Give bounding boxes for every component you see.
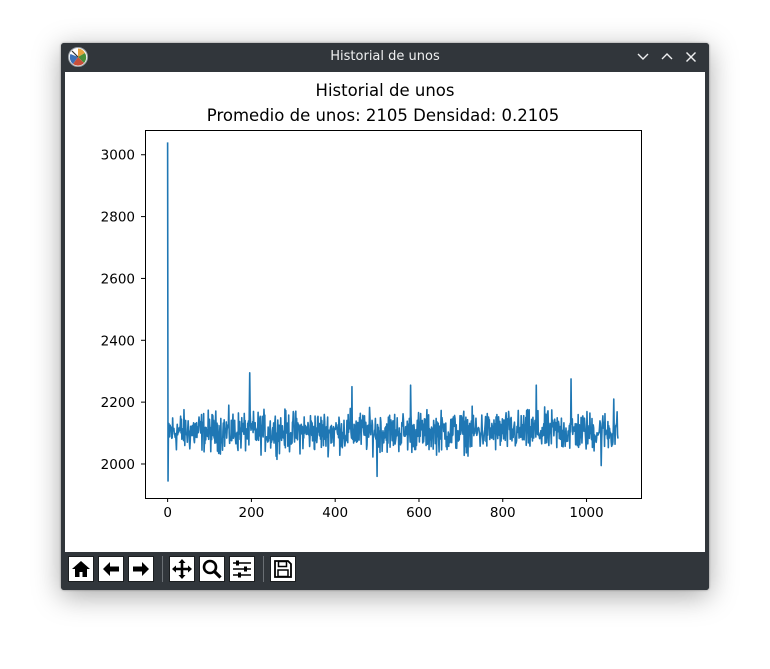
toolbar-separator xyxy=(162,556,163,582)
x-tick-label: 400 xyxy=(322,505,348,521)
save-icon xyxy=(274,560,292,578)
window-title: Historial de unos xyxy=(330,49,440,64)
title-bar[interactable]: Historial de unos xyxy=(61,43,709,71)
x-tick-label: 1000 xyxy=(569,505,603,521)
series-line xyxy=(166,142,619,482)
back-button[interactable] xyxy=(98,556,124,582)
y-tick-label: 2600 xyxy=(101,271,135,287)
home-button[interactable] xyxy=(68,556,94,582)
maximize-icon[interactable] xyxy=(659,49,675,65)
close-icon[interactable] xyxy=(683,49,699,65)
home-icon xyxy=(72,561,90,577)
pan-icon xyxy=(172,559,192,579)
y-tick-label: 3000 xyxy=(101,148,135,164)
figure-canvas[interactable]: Historial de unos Promedio de unos: 2105… xyxy=(65,72,705,552)
y-tick-label: 2000 xyxy=(101,457,135,473)
y-tick-label: 2800 xyxy=(101,210,135,226)
forward-button[interactable] xyxy=(128,556,154,582)
configure-subplots-icon xyxy=(233,560,251,578)
x-tick-label: 200 xyxy=(239,505,265,521)
y-tick-label: 2400 xyxy=(101,333,135,349)
x-tick-label: 600 xyxy=(406,505,432,521)
configure-subplots-button[interactable] xyxy=(229,556,255,582)
pan-button[interactable] xyxy=(169,556,195,582)
x-tick-label: 0 xyxy=(163,505,172,521)
y-tick-label: 2200 xyxy=(101,395,135,411)
zoom-icon xyxy=(202,559,222,579)
save-button[interactable] xyxy=(270,556,296,582)
navigation-toolbar xyxy=(61,552,709,590)
minimize-icon[interactable] xyxy=(635,49,651,65)
x-tick-label: 800 xyxy=(490,505,516,521)
matplotlib-app-icon xyxy=(68,47,88,67)
forward-arrow-icon xyxy=(133,562,149,576)
zoom-button[interactable] xyxy=(199,556,225,582)
chart-title: Historial de unos xyxy=(316,81,455,100)
toolbar-separator xyxy=(263,556,264,582)
chart-subtitle: Promedio de unos: 2105 Densidad: 0.2105 xyxy=(207,106,559,125)
axes-frame xyxy=(145,130,642,499)
back-arrow-icon xyxy=(103,562,119,576)
figure-window: Historial de unos Historial de unos Prom… xyxy=(61,43,709,590)
line-chart: Historial de unos Promedio de unos: 2105… xyxy=(101,81,642,521)
